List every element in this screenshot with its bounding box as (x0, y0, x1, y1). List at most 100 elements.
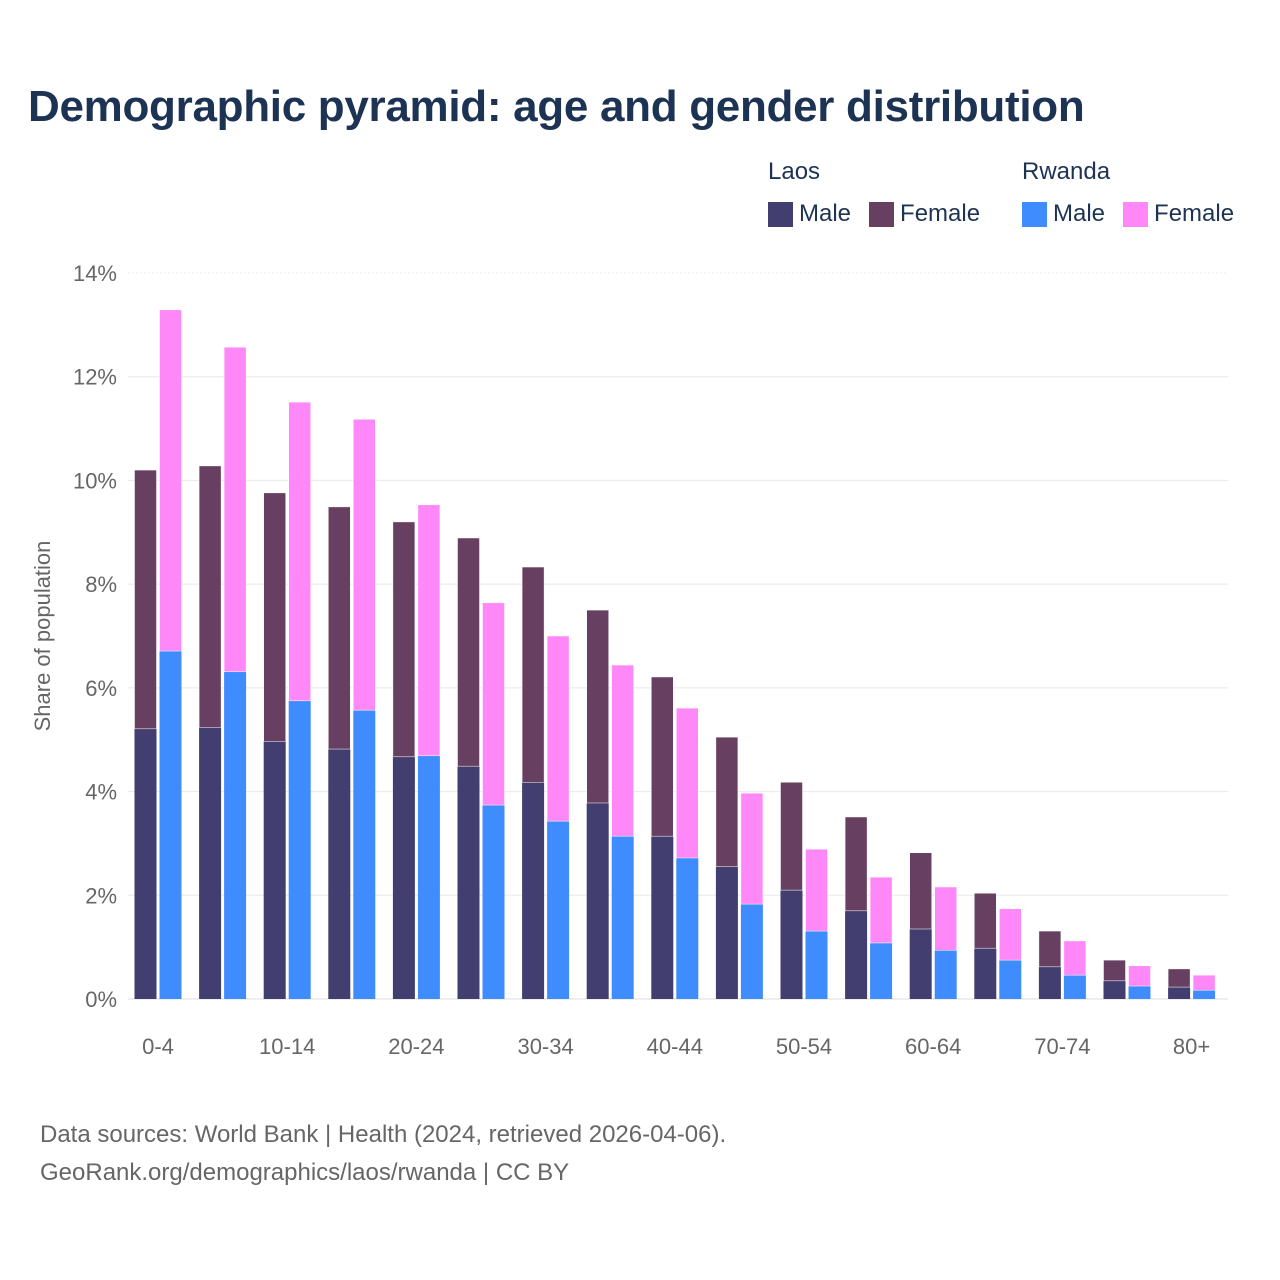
bar-laos-female-0-4 (134, 469, 157, 730)
legend-rwanda: Rwanda Male Female (1022, 158, 1234, 228)
bar-laos-female-25-29 (457, 537, 480, 767)
bar-laos-female-70-74 (1038, 930, 1062, 968)
bar-rwanda-female-25-29 (482, 602, 505, 806)
bar-laos-female-80+ (1167, 968, 1191, 988)
bar-laos-female-40-44 (651, 676, 674, 837)
bar-rwanda-female-10-14 (288, 401, 311, 702)
bar-rwanda-female-40-44 (676, 707, 699, 859)
legend-label: Female (1154, 200, 1235, 227)
bar-laos-female-50-54 (780, 781, 803, 891)
footer-sources: Data sources: World Bank | Health (2024,… (40, 1121, 727, 1148)
bar-rwanda-male-65-69 (999, 960, 1022, 999)
y-tick-label: 6% (85, 676, 117, 701)
legend-country-rwanda: Rwanda (1022, 158, 1111, 185)
legend-label: Male (1053, 200, 1106, 227)
bar-laos-male-10-14 (263, 741, 286, 999)
x-tick-label: 70-74 (1034, 1034, 1090, 1059)
bar-rwanda-male-35-39 (611, 836, 634, 999)
x-tick-label: 40-44 (647, 1034, 703, 1059)
x-tick-label: 50-54 (776, 1034, 832, 1059)
bar-laos-male-50-54 (780, 890, 803, 999)
bar-laos-male-40-44 (651, 836, 674, 999)
legend-country-laos: Laos (768, 158, 821, 185)
legend-item-laos-female[interactable]: Female (869, 200, 980, 228)
bar-rwanda-male-5-9 (224, 671, 247, 999)
legend-label: Male (799, 200, 852, 227)
legend-item-rwanda-male[interactable]: Male (1022, 200, 1105, 228)
bar-laos-male-15-19 (328, 749, 351, 999)
bar-laos-male-20-24 (392, 756, 415, 999)
bar-rwanda-female-0-4 (159, 309, 182, 652)
y-tick-label: 8% (85, 572, 117, 597)
bar-rwanda-female-60-64 (934, 886, 957, 951)
bar-rwanda-male-50-54 (805, 931, 828, 999)
bar-laos-female-10-14 (263, 492, 286, 742)
bar-laos-female-65-69 (974, 892, 997, 949)
bar-laos-male-35-39 (586, 802, 609, 999)
x-tick-label: 20-24 (388, 1034, 444, 1059)
bar-rwanda-female-75-79 (1128, 965, 1151, 987)
bar-laos-male-55-59 (845, 910, 868, 999)
bar-laos-male-70-74 (1038, 966, 1061, 999)
bar-laos-female-55-59 (844, 816, 868, 912)
bar-rwanda-female-20-24 (417, 504, 441, 757)
bar-laos-female-15-19 (328, 506, 351, 750)
chart-title: Demographic pyramid: age and gender dist… (28, 82, 1085, 131)
bar-laos-female-30-34 (521, 566, 545, 783)
bar-laos-female-45-49 (715, 736, 739, 868)
y-tick-label: 0% (85, 987, 117, 1012)
bar-laos-female-60-64 (909, 852, 932, 930)
bar-rwanda-female-45-49 (740, 792, 764, 905)
x-tick-label: 30-34 (517, 1034, 573, 1059)
bar-rwanda-female-15-19 (353, 418, 376, 711)
bar-rwanda-male-30-34 (547, 821, 570, 999)
x-tick-label: 80+ (1173, 1034, 1210, 1059)
legend-label: Female (900, 200, 981, 227)
bar-laos-female-35-39 (586, 609, 609, 804)
bar-rwanda-female-35-39 (611, 664, 634, 837)
bar-rwanda-female-55-59 (869, 876, 893, 944)
legend-laos: Laos Male Female (768, 158, 980, 228)
bar-rwanda-male-10-14 (288, 700, 311, 999)
bar-rwanda-female-70-74 (1063, 940, 1087, 976)
legend-swatch (1123, 201, 1149, 227)
bar-rwanda-male-20-24 (417, 755, 440, 999)
bar-rwanda-male-70-74 (1063, 975, 1086, 999)
bar-laos-male-30-34 (522, 782, 545, 999)
legend-item-laos-male[interactable]: Male (768, 200, 851, 228)
legend-swatch (869, 201, 895, 227)
y-axis-label: Share of population (30, 541, 55, 732)
bar-rwanda-male-15-19 (353, 710, 376, 999)
y-tick-label: 14% (73, 261, 117, 286)
bar-laos-male-5-9 (199, 727, 222, 999)
bar-rwanda-male-80+ (1193, 990, 1216, 999)
bar-laos-male-45-49 (715, 866, 738, 999)
y-tick-label: 12% (73, 365, 117, 390)
legend-item-rwanda-female[interactable]: Female (1123, 200, 1234, 228)
footer: Data sources: World Bank | Health (2024,… (40, 1116, 726, 1192)
bar-rwanda-male-45-49 (740, 904, 763, 999)
bar-laos-male-80+ (1168, 987, 1191, 999)
bar-rwanda-male-60-64 (934, 950, 957, 999)
bar-rwanda-female-5-9 (223, 346, 247, 673)
bar-rwanda-female-65-69 (999, 908, 1022, 961)
x-tick-label: 0-4 (142, 1034, 174, 1059)
bar-laos-female-5-9 (198, 465, 222, 728)
bar-rwanda-female-50-54 (805, 848, 828, 932)
bar-rwanda-male-0-4 (159, 651, 182, 999)
bar-rwanda-male-75-79 (1128, 986, 1151, 999)
x-tick-label: 10-14 (259, 1034, 315, 1059)
bar-rwanda-male-25-29 (482, 805, 505, 999)
bar-rwanda-male-40-44 (676, 857, 699, 999)
bar-rwanda-female-30-34 (546, 635, 570, 822)
bar-laos-female-20-24 (392, 521, 416, 758)
y-tick-label: 10% (73, 468, 117, 493)
footer-attribution: GeoRank.org/demographics/laos/rwanda | C… (40, 1159, 570, 1186)
bar-laos-male-75-79 (1103, 980, 1126, 999)
bar-laos-female-75-79 (1103, 959, 1126, 982)
legend-swatch (768, 201, 793, 227)
bar-laos-male-0-4 (134, 728, 157, 999)
bar-rwanda-male-55-59 (870, 942, 893, 999)
bar-laos-male-65-69 (974, 948, 997, 999)
